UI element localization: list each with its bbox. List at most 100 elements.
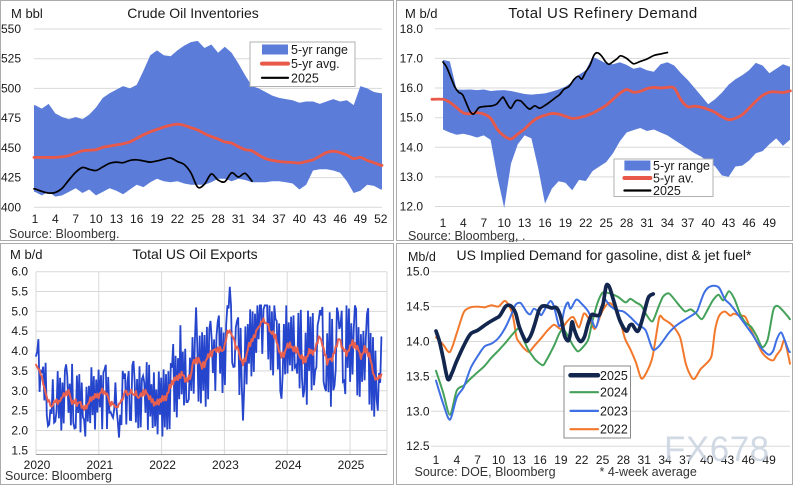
svg-text:2020: 2020 [24, 458, 51, 472]
svg-text:49: 49 [354, 212, 368, 226]
svg-text:7: 7 [474, 453, 481, 467]
svg-text:18.0: 18.0 [400, 22, 424, 36]
svg-text:2025: 2025 [600, 369, 628, 383]
svg-text:37: 37 [272, 212, 286, 226]
svg-text:13.5: 13.5 [406, 369, 430, 383]
svg-text:5-yr range: 5-yr range [291, 43, 348, 57]
svg-text:5.0: 5.0 [11, 304, 28, 318]
svg-text:2025: 2025 [291, 71, 319, 85]
svg-text:31: 31 [232, 212, 246, 226]
svg-text:2025: 2025 [338, 458, 365, 472]
svg-text:5-yr range: 5-yr range [653, 159, 710, 173]
svg-text:1.5: 1.5 [11, 443, 28, 457]
svg-text:15.0: 15.0 [406, 265, 430, 279]
svg-text:6.0: 6.0 [11, 265, 28, 279]
svg-text:10: 10 [492, 453, 506, 467]
svg-text:37: 37 [681, 216, 695, 230]
svg-text:15.0: 15.0 [400, 111, 424, 125]
svg-text:52: 52 [374, 212, 388, 226]
svg-text:13: 13 [518, 216, 532, 230]
svg-text:28: 28 [620, 216, 634, 230]
svg-text:2022: 2022 [600, 423, 628, 437]
svg-text:34: 34 [252, 212, 266, 226]
svg-text:40: 40 [293, 212, 307, 226]
svg-text:400: 400 [1, 200, 21, 214]
svg-text:34: 34 [658, 453, 672, 467]
svg-text:28: 28 [617, 453, 631, 467]
svg-text:* 4-week average: * 4-week average [600, 465, 697, 479]
svg-text:525: 525 [1, 52, 21, 66]
svg-text:46: 46 [742, 216, 756, 230]
svg-text:2022: 2022 [149, 458, 176, 472]
svg-text:37: 37 [679, 453, 693, 467]
svg-text:19: 19 [554, 453, 568, 467]
svg-text:Mb/d: Mb/d [408, 250, 436, 264]
svg-text:4: 4 [453, 453, 460, 467]
svg-text:16.0: 16.0 [400, 81, 424, 95]
svg-text:10: 10 [498, 216, 512, 230]
svg-text:19: 19 [559, 216, 573, 230]
svg-text:2021: 2021 [86, 458, 113, 472]
svg-text:475: 475 [1, 111, 21, 125]
svg-text:13: 13 [513, 453, 527, 467]
svg-text:2023: 2023 [212, 458, 239, 472]
svg-text:49: 49 [762, 453, 776, 467]
svg-text:M bbl: M bbl [11, 6, 43, 21]
svg-text:US Implied Demand for gasoline: US Implied Demand for gasoline, dist & j… [457, 247, 752, 263]
svg-text:5.5: 5.5 [11, 285, 28, 299]
svg-text:49: 49 [763, 216, 777, 230]
svg-text:25: 25 [191, 212, 205, 226]
svg-text:2023: 2023 [600, 404, 628, 418]
svg-text:550: 550 [1, 22, 21, 36]
svg-text:13.0: 13.0 [400, 170, 424, 184]
svg-text:12.0: 12.0 [400, 200, 424, 214]
svg-text:425: 425 [1, 171, 21, 185]
svg-text:M b/d: M b/d [405, 6, 438, 21]
svg-text:28: 28 [211, 212, 225, 226]
svg-text:3.0: 3.0 [11, 384, 28, 398]
svg-text:34: 34 [661, 216, 675, 230]
svg-text:Total US Oil Exports: Total US Oil Exports [132, 246, 257, 262]
svg-text:14.0: 14.0 [400, 140, 424, 154]
svg-text:43: 43 [313, 212, 327, 226]
svg-text:22: 22 [171, 212, 185, 226]
svg-text:450: 450 [1, 141, 21, 155]
svg-text:1: 1 [433, 453, 440, 467]
svg-text:2.0: 2.0 [11, 424, 28, 438]
svg-text:4: 4 [52, 212, 59, 226]
svg-text:46: 46 [742, 453, 756, 467]
svg-text:1: 1 [32, 212, 39, 226]
svg-text:40: 40 [702, 216, 716, 230]
svg-text:1: 1 [440, 216, 447, 230]
svg-text:10: 10 [89, 212, 103, 226]
svg-text:M b/d: M b/d [10, 247, 43, 262]
svg-text:13: 13 [110, 212, 124, 226]
svg-text:7: 7 [480, 216, 487, 230]
svg-text:43: 43 [721, 453, 735, 467]
svg-text:Source: Bloomberg: Source: Bloomberg [5, 469, 112, 483]
svg-text:500: 500 [1, 81, 21, 95]
svg-text:4: 4 [460, 216, 467, 230]
svg-text:2.5: 2.5 [11, 404, 28, 418]
svg-text:31: 31 [640, 216, 654, 230]
svg-text:12.5: 12.5 [406, 439, 430, 453]
svg-text:40: 40 [700, 453, 714, 467]
svg-text:25: 25 [600, 216, 614, 230]
svg-text:16: 16 [533, 453, 547, 467]
svg-text:5-yr avg.: 5-yr avg. [291, 57, 340, 71]
svg-text:5-yr av.: 5-yr av. [653, 172, 694, 186]
svg-text:16: 16 [538, 216, 552, 230]
svg-text:19: 19 [150, 212, 164, 226]
svg-text:4.5: 4.5 [11, 324, 28, 338]
svg-text:2025: 2025 [653, 184, 681, 198]
svg-text:Source: Bloomberg, .: Source: Bloomberg, . [408, 229, 525, 242]
svg-text:2024: 2024 [275, 458, 302, 472]
svg-text:4.0: 4.0 [11, 344, 28, 358]
svg-text:Source: Bloomberg.: Source: Bloomberg. [9, 227, 119, 241]
svg-text:16: 16 [130, 212, 144, 226]
svg-text:14.0: 14.0 [406, 335, 430, 349]
svg-text:Total US Refinery Demand: Total US Refinery Demand [508, 5, 698, 22]
svg-text:13.0: 13.0 [406, 404, 430, 418]
svg-text:43: 43 [722, 216, 736, 230]
svg-text:2024: 2024 [600, 386, 628, 400]
